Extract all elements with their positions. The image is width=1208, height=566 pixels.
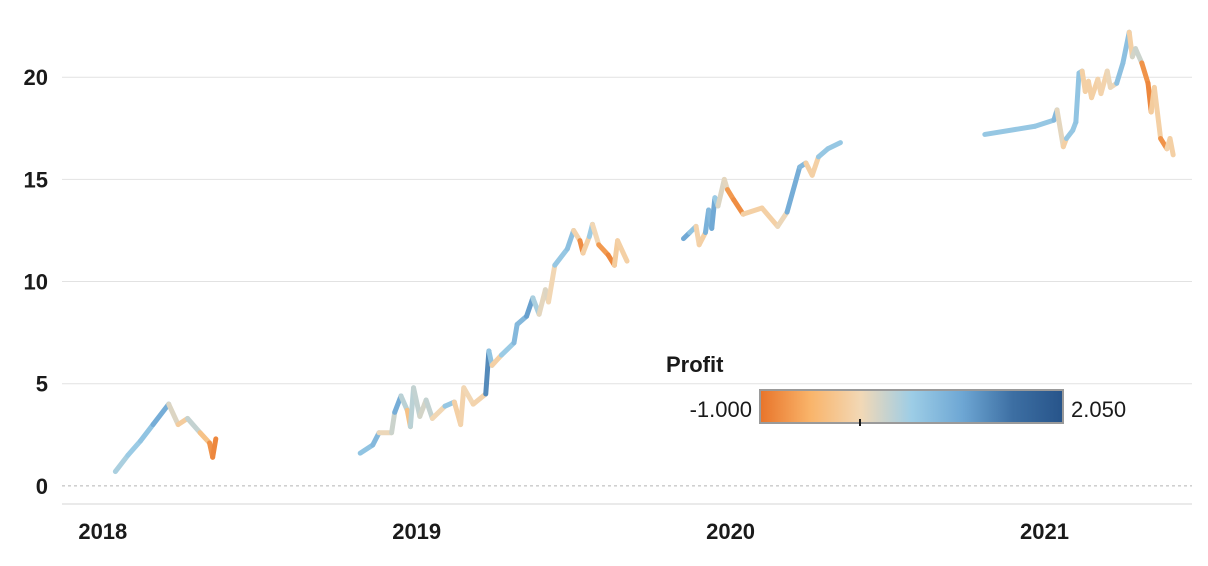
series-layer [112,29,1176,475]
legend-color-ramp [759,389,1064,424]
y-tick-label: 5 [36,372,48,397]
line-segment [166,401,181,428]
x-axis: 2018 2019 2020 2021 [62,503,1192,544]
grid-layer [62,76,1192,487]
line-segment [784,164,803,215]
line-segment [461,385,476,407]
series-line-1 [112,401,219,475]
line-segment [775,209,790,229]
line-segment [1114,60,1126,86]
x-tick-label: 2018 [78,519,127,544]
x-tick-label: 2021 [1020,519,1069,544]
line-segment [498,340,517,358]
line-segment [1139,60,1151,86]
line-segment [389,409,398,436]
line-segment [1167,136,1176,158]
line-segment [185,415,203,436]
line-segment [210,436,219,460]
line-segment [580,234,592,256]
line-segment [1032,117,1057,129]
line-segment [982,123,1038,137]
line-segment [1104,68,1113,90]
line-segment [470,391,489,407]
series-line-3 [681,140,843,248]
y-axis: 0 5 10 15 20 [24,65,48,499]
legend-min-label: -1.000 [690,397,752,422]
color-legend: Profit -1.000 2.050 [666,352,1126,426]
line-segment [731,197,746,217]
line-segment [589,221,602,248]
line-segment [552,246,570,268]
x-tick-label: 2019 [392,519,441,544]
line-segment [511,321,520,346]
line-segment [429,403,448,421]
line-segment [809,154,821,178]
series-line-2 [357,221,630,456]
line-segment [150,401,172,428]
line-segment [546,262,558,305]
line-segment [411,385,423,419]
line-segment [1073,70,1082,125]
y-tick-label: 10 [24,270,48,295]
series-line-4 [982,29,1176,158]
legend-max-label: 2.050 [1071,397,1126,422]
line-segment [1133,46,1145,66]
y-tick-label: 15 [24,167,48,192]
legend-title: Profit [666,352,724,377]
line-segment [125,438,143,458]
line-segment [423,397,435,421]
line-segment [1151,84,1164,142]
line-segment [615,238,630,264]
line-segment [825,140,843,152]
y-tick-label: 0 [36,474,48,499]
line-segment [740,205,765,217]
line-segment [759,205,781,229]
line-segment [398,393,410,413]
line-segment [112,452,131,475]
line-segment [458,385,467,428]
line-segment [1054,107,1066,150]
y-tick-label: 20 [24,65,48,90]
x-tick-label: 2020 [706,519,755,544]
line-segment [137,422,156,444]
